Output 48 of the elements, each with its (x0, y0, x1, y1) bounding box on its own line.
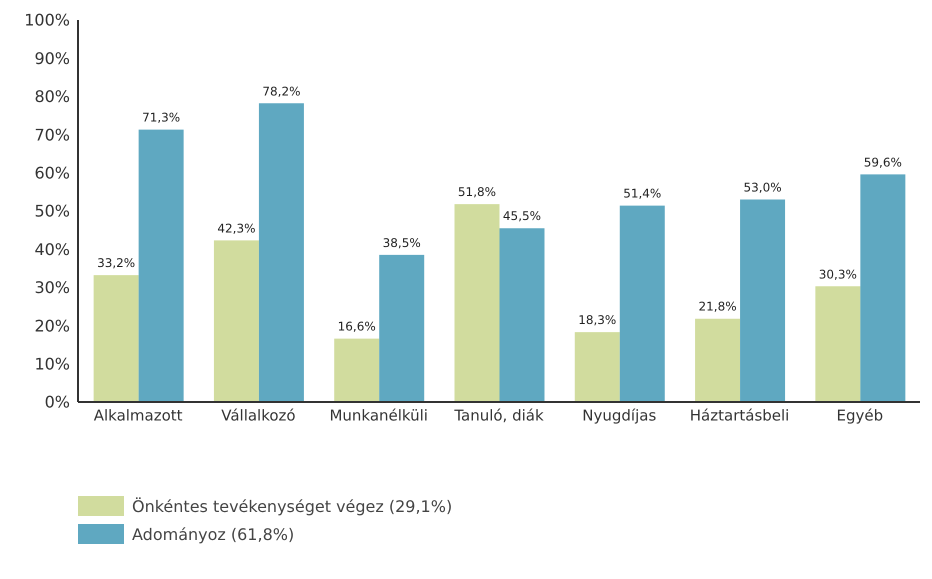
y-tick-label: 20% (34, 316, 70, 336)
data-label: 33,2% (97, 256, 136, 270)
legend-label: Adományoz (61,8%) (132, 524, 294, 544)
bar (94, 275, 139, 402)
bar (620, 206, 665, 402)
bar (574, 332, 620, 402)
data-label: 21,8% (698, 300, 737, 314)
data-label: 53,0% (744, 180, 782, 195)
y-tick-label: 0% (44, 392, 70, 412)
x-tick-label: Alkalmazott (94, 406, 183, 425)
data-label: 51,4% (623, 186, 662, 201)
y-tick-label: 60% (34, 163, 70, 182)
bar (860, 174, 906, 402)
bar (815, 286, 860, 402)
bar (379, 254, 424, 402)
legend-label: Önkéntes tevékenységet végez (29,1%) (132, 496, 452, 516)
bar (138, 130, 184, 402)
bar (740, 200, 786, 402)
x-tick-label: Vállalkozó (221, 406, 296, 425)
x-tick-label: Munkanélküli (329, 406, 428, 425)
bar (214, 240, 259, 402)
data-label: 38,5% (382, 236, 421, 250)
data-label: 78,2% (262, 84, 300, 98)
x-tick-label: Egyéb (836, 406, 884, 425)
data-label: 59,6% (864, 155, 902, 170)
bar (258, 103, 304, 402)
bar (454, 204, 500, 402)
y-tick-label: 100% (24, 10, 70, 30)
bar (499, 228, 544, 402)
y-tick-label: 70% (34, 125, 70, 144)
data-label: 51,8% (458, 185, 496, 200)
data-label: 18,3% (578, 313, 616, 328)
x-tick-label: Tanuló, diák (453, 406, 544, 425)
data-label: 30,3% (818, 267, 857, 282)
y-tick-label: 10% (34, 354, 70, 374)
x-tick-label: Nyugdíjas (582, 406, 656, 425)
bar (695, 318, 740, 402)
y-tick-label: 50% (34, 202, 70, 221)
bar (334, 338, 380, 402)
x-tick-label: Háztartásbeli (690, 406, 790, 425)
data-label: 16,6% (338, 320, 376, 334)
data-label: 45,5% (502, 209, 542, 224)
y-tick-label: 40% (34, 240, 70, 259)
y-tick-label: 80% (34, 87, 70, 106)
data-label: 42,3% (217, 221, 256, 236)
y-tick-label: 30% (34, 278, 70, 298)
data-label: 71,3% (142, 110, 180, 125)
y-tick-label: 90% (34, 48, 70, 68)
